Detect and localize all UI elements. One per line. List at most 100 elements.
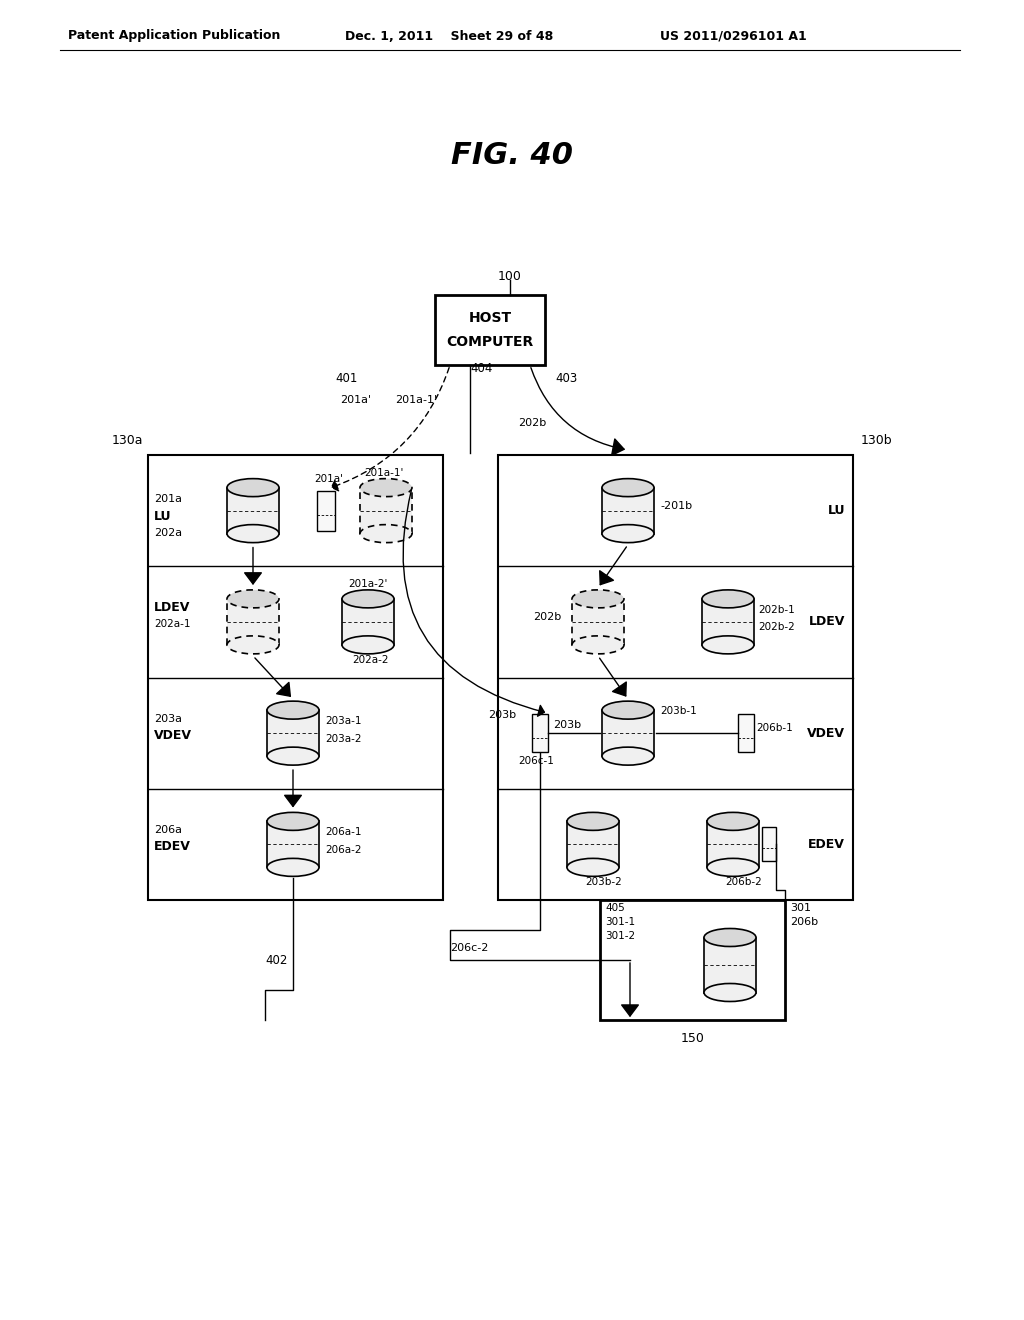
Bar <box>602 710 654 756</box>
Bar <box>762 828 776 862</box>
Text: 206b: 206b <box>790 917 818 927</box>
Text: 301-2: 301-2 <box>605 931 635 941</box>
Text: 130a: 130a <box>112 433 143 446</box>
Ellipse shape <box>567 858 618 876</box>
Bar <box>267 821 319 867</box>
Text: 301-1: 301-1 <box>605 917 635 927</box>
Ellipse shape <box>602 701 654 719</box>
Text: 206a: 206a <box>154 825 182 836</box>
Text: 206c-1: 206c-1 <box>518 756 554 766</box>
Ellipse shape <box>702 590 754 609</box>
Bar <box>317 491 335 531</box>
Text: 202b-1: 202b-1 <box>758 605 795 615</box>
Text: 203b: 203b <box>553 721 582 730</box>
Ellipse shape <box>567 812 618 830</box>
Text: VDEV: VDEV <box>154 729 193 742</box>
Ellipse shape <box>705 928 756 946</box>
Text: 206b-1: 206b-1 <box>756 723 793 733</box>
Text: 403: 403 <box>555 371 578 384</box>
Ellipse shape <box>572 636 624 653</box>
Ellipse shape <box>342 590 394 609</box>
Text: 203b-1: 203b-1 <box>660 706 696 717</box>
Text: 401: 401 <box>335 371 357 384</box>
Ellipse shape <box>360 479 412 496</box>
Bar <box>738 714 754 752</box>
Bar <box>148 455 443 900</box>
Ellipse shape <box>267 858 319 876</box>
Text: 202a-2: 202a-2 <box>352 655 388 665</box>
Text: 100: 100 <box>498 271 522 284</box>
Ellipse shape <box>602 747 654 766</box>
Text: LU: LU <box>827 504 845 517</box>
Bar <box>705 937 756 993</box>
Text: 206b-2: 206b-2 <box>725 878 762 887</box>
Bar <box>702 599 754 645</box>
Text: HOST: HOST <box>468 312 512 325</box>
Text: 202a-1: 202a-1 <box>154 619 190 628</box>
Text: LU: LU <box>154 510 171 523</box>
Text: 203a: 203a <box>154 714 182 725</box>
Bar <box>600 900 785 1020</box>
Ellipse shape <box>707 812 759 830</box>
Ellipse shape <box>702 636 754 653</box>
Text: 201a: 201a <box>154 494 182 504</box>
Text: 206c-2: 206c-2 <box>450 942 488 953</box>
Text: EDEV: EDEV <box>808 838 845 851</box>
Ellipse shape <box>707 858 759 876</box>
Text: 203a-1: 203a-1 <box>325 717 361 726</box>
Bar <box>532 714 548 752</box>
Text: 202b-2: 202b-2 <box>758 622 795 632</box>
Ellipse shape <box>705 983 756 1002</box>
Text: 203b-2: 203b-2 <box>585 878 622 887</box>
Ellipse shape <box>360 524 412 543</box>
Bar <box>567 821 618 867</box>
Text: 301: 301 <box>790 903 811 913</box>
Ellipse shape <box>227 636 279 653</box>
Text: 201a-1': 201a-1' <box>395 395 437 405</box>
Text: 202b: 202b <box>518 418 546 428</box>
Bar <box>227 487 279 533</box>
Ellipse shape <box>602 524 654 543</box>
Text: 203a-2: 203a-2 <box>325 734 361 744</box>
Text: COMPUTER: COMPUTER <box>446 335 534 348</box>
Ellipse shape <box>267 747 319 766</box>
Bar <box>360 487 412 533</box>
Bar <box>602 487 654 533</box>
Text: Patent Application Publication: Patent Application Publication <box>68 29 281 42</box>
Text: 202a: 202a <box>154 528 182 537</box>
Ellipse shape <box>227 524 279 543</box>
Bar <box>572 599 624 645</box>
Text: 402: 402 <box>265 953 288 966</box>
Text: 201a': 201a' <box>340 395 371 405</box>
Text: 201a-1': 201a-1' <box>364 467 403 478</box>
Text: VDEV: VDEV <box>807 726 845 739</box>
Text: 206a-1: 206a-1 <box>325 828 361 837</box>
Ellipse shape <box>342 636 394 653</box>
Text: LDEV: LDEV <box>809 615 845 628</box>
Text: 201a': 201a' <box>314 474 343 483</box>
Bar <box>267 710 319 756</box>
Text: 202b: 202b <box>534 612 561 622</box>
Ellipse shape <box>227 590 279 609</box>
Text: 405: 405 <box>605 903 625 913</box>
Text: 130b: 130b <box>861 433 893 446</box>
Text: 203b: 203b <box>488 710 516 721</box>
Text: 150: 150 <box>681 1031 705 1044</box>
Ellipse shape <box>227 479 279 496</box>
Bar <box>342 599 394 645</box>
Text: 206a-2: 206a-2 <box>325 845 361 855</box>
Text: -201b: -201b <box>660 500 692 511</box>
Text: 404: 404 <box>470 362 493 375</box>
Bar <box>498 455 853 900</box>
Text: LDEV: LDEV <box>154 602 190 614</box>
Text: US 2011/0296101 A1: US 2011/0296101 A1 <box>660 29 807 42</box>
Text: EDEV: EDEV <box>154 840 190 853</box>
Text: FIG. 40: FIG. 40 <box>451 140 573 169</box>
Ellipse shape <box>267 812 319 830</box>
Bar <box>227 599 279 645</box>
Text: Dec. 1, 2011    Sheet 29 of 48: Dec. 1, 2011 Sheet 29 of 48 <box>345 29 553 42</box>
Bar <box>707 821 759 867</box>
Ellipse shape <box>572 590 624 609</box>
Bar <box>435 294 545 366</box>
Ellipse shape <box>267 701 319 719</box>
